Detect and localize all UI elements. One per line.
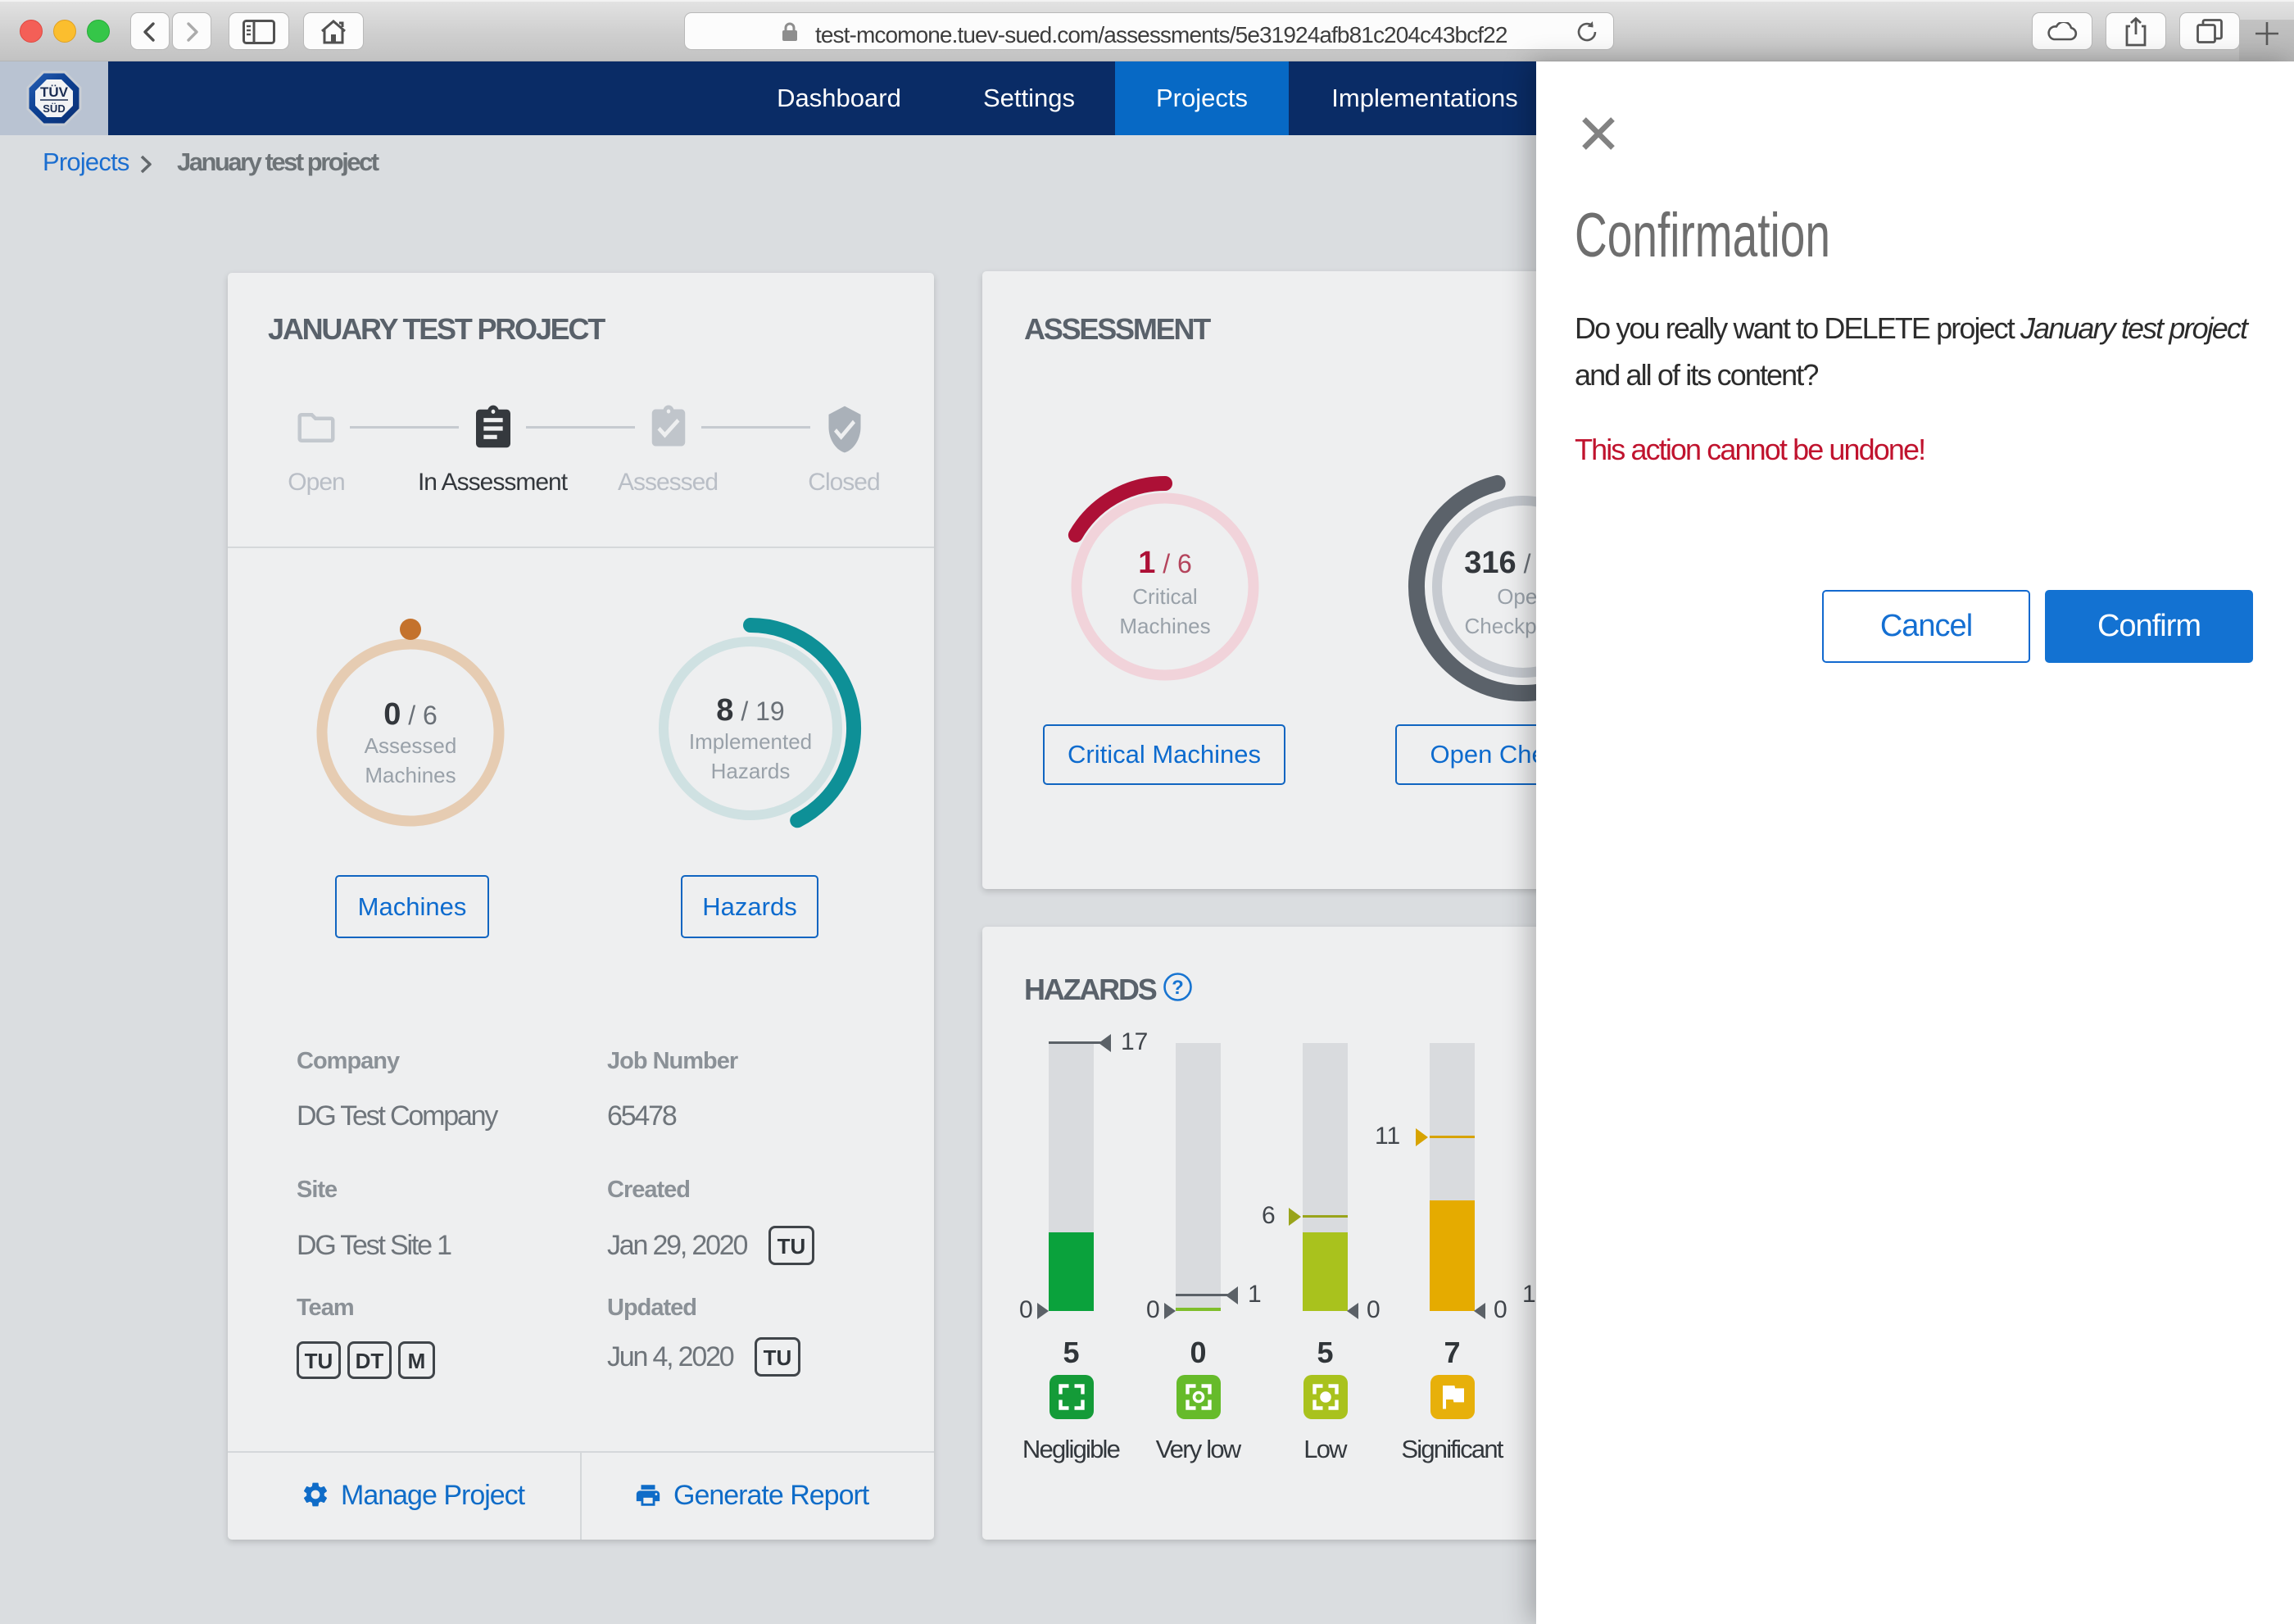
- svg-text:SÜD: SÜD: [43, 102, 65, 115]
- svg-text:TÜV: TÜV: [40, 84, 69, 100]
- svg-text:?: ?: [1172, 977, 1184, 999]
